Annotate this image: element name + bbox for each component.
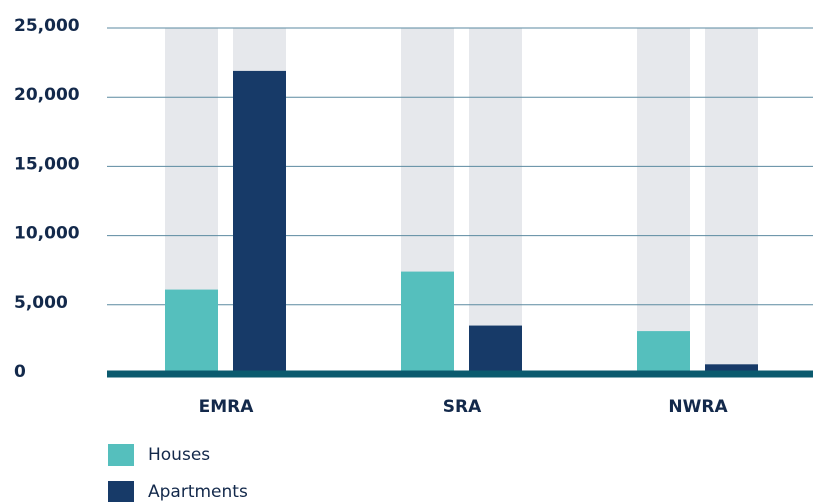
bar bbox=[165, 289, 218, 374]
bar bbox=[705, 364, 758, 374]
y-tick-label: 25,000 bbox=[14, 16, 80, 36]
x-tick-label: EMRA bbox=[199, 397, 255, 417]
y-tick-label: 10,000 bbox=[14, 224, 80, 244]
bar bbox=[469, 325, 522, 374]
bar-track bbox=[705, 28, 758, 374]
bar-track bbox=[637, 28, 690, 374]
x-tick-label: NWRA bbox=[668, 397, 728, 417]
y-tick-label: 0 bbox=[14, 362, 26, 382]
legend-swatch bbox=[108, 481, 134, 502]
legend-swatch bbox=[108, 444, 134, 466]
legend-label: Houses bbox=[148, 445, 210, 465]
y-tick-label: 15,000 bbox=[14, 154, 80, 174]
x-tick-label: SRA bbox=[443, 397, 482, 417]
bar bbox=[233, 70, 286, 375]
y-tick-label: 20,000 bbox=[14, 85, 80, 105]
bar bbox=[401, 271, 454, 374]
bar-track bbox=[469, 28, 522, 374]
bar bbox=[637, 331, 690, 374]
legend-label: Apartments bbox=[148, 482, 248, 502]
y-tick-label: 5,000 bbox=[14, 293, 68, 313]
